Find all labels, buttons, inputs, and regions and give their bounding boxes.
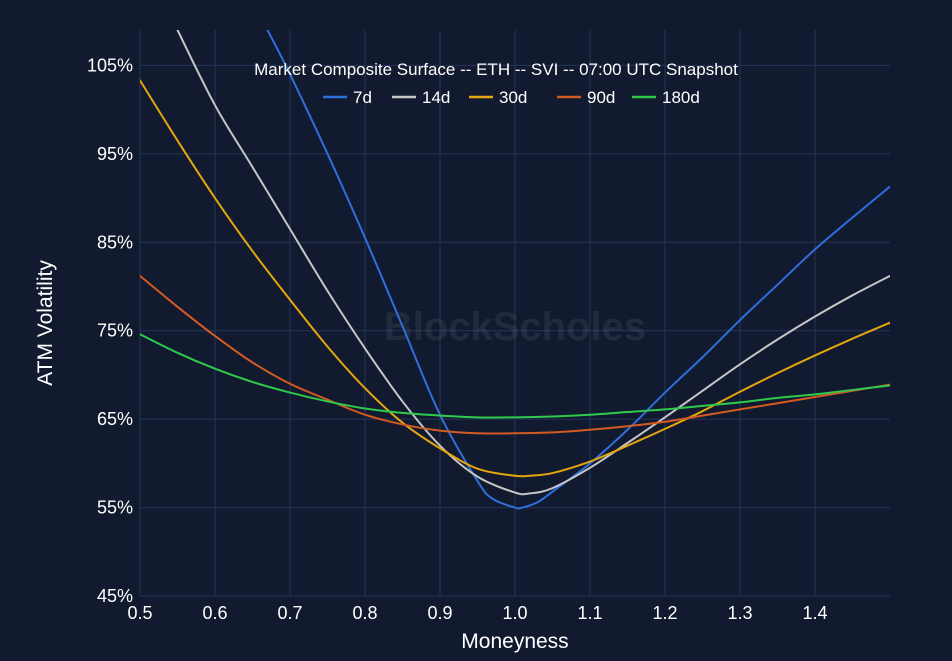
x-tick-label: 0.6 [202, 603, 227, 623]
legend: 7d 14d 30d 90d 180d [323, 88, 700, 107]
y-tick-label: 45% [97, 586, 133, 606]
x-tick-label: 1.3 [727, 603, 752, 623]
x-tick-label: 0.9 [427, 603, 452, 623]
grid-layer [139, 30, 890, 597]
y-tick-label: 55% [97, 498, 133, 518]
legend-label: 7d [353, 88, 372, 107]
x-tick-label: 0.8 [352, 603, 377, 623]
ticks-layer: 0.5 0.6 0.7 0.8 0.9 1.0 1.1 1.2 1.3 1.4 45% 55% 65% 7… [87, 55, 828, 623]
legend-item-7d[interactable]: 7d [323, 88, 372, 107]
series-line-30d [140, 79, 890, 478]
series-line-90d [140, 274, 890, 435]
y-tick-label: 65% [97, 409, 133, 429]
x-tick-label: 0.7 [277, 603, 302, 623]
series-line-14d [176, 30, 890, 496]
series-layer [140, 30, 890, 510]
legend-label: 180d [662, 88, 700, 107]
x-tick-label: 1.4 [802, 603, 827, 623]
legend-label: 14d [422, 88, 450, 107]
y-tick-label: 75% [97, 321, 133, 341]
chart-title: Market Composite Surface -- ETH -- SVI -… [254, 60, 738, 79]
x-tick-label: 1.1 [577, 603, 602, 623]
series-line-180d [140, 333, 890, 419]
legend-item-14d[interactable]: 14d [392, 88, 450, 107]
legend-label: 30d [499, 88, 527, 107]
y-axis-title: ATM Volatility [34, 260, 57, 386]
watermark: BlockScholes [384, 305, 646, 349]
x-tick-label: 1.2 [652, 603, 677, 623]
series-line-7d [266, 30, 890, 510]
legend-label: 90d [587, 88, 615, 107]
y-tick-label: 105% [87, 55, 133, 75]
legend-item-90d[interactable]: 90d [557, 88, 615, 107]
y-tick-label: 85% [97, 232, 133, 252]
legend-item-180d[interactable]: 180d [632, 88, 700, 107]
x-tick-label: 1.0 [502, 603, 527, 623]
legend-item-30d[interactable]: 30d [469, 88, 527, 107]
x-axis-title: Moneyness [461, 630, 568, 653]
x-tick-label: 0.5 [127, 603, 152, 623]
y-tick-label: 95% [97, 144, 133, 164]
